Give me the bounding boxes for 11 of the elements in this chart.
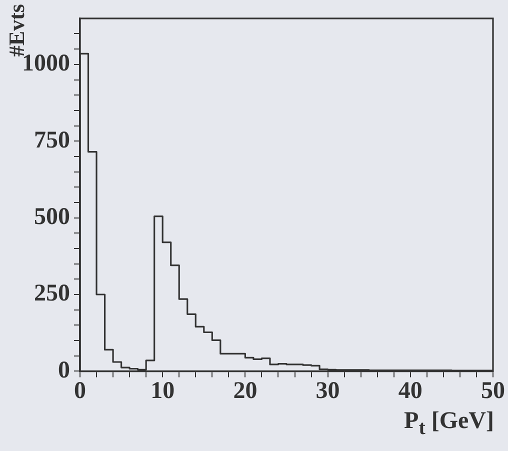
x-tick-label: 20 <box>233 378 258 404</box>
x-axis-title: P$_{t}$ [GeV] <box>404 408 494 440</box>
y-tick-label: 250 <box>34 280 70 307</box>
y-tick-label: 750 <box>34 127 70 154</box>
x-tick-label: 40 <box>398 378 422 404</box>
y-tick-label: 0 <box>58 357 70 384</box>
x-tick-label: 30 <box>316 378 340 404</box>
x-tick-label: 10 <box>150 378 175 404</box>
x-tick-label: 0 <box>74 378 86 404</box>
y-tick-label: 500 <box>34 204 70 230</box>
x-tick-label: 50 <box>481 378 505 404</box>
